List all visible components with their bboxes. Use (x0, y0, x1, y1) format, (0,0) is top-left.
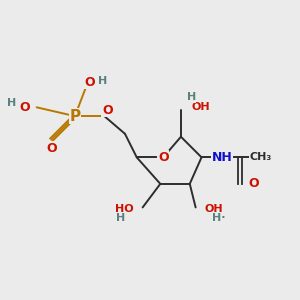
Text: O: O (249, 177, 259, 190)
Text: HO: HO (115, 204, 134, 214)
Text: CH₃: CH₃ (249, 152, 272, 162)
Text: O: O (46, 142, 57, 155)
Text: OH: OH (191, 102, 210, 112)
Text: H: H (187, 92, 196, 102)
Text: OH: OH (205, 204, 223, 214)
Text: NH: NH (212, 151, 232, 164)
Text: H·: H· (212, 213, 225, 223)
Text: H: H (116, 213, 125, 223)
Text: P: P (69, 109, 80, 124)
Text: H: H (98, 76, 107, 86)
Text: H: H (7, 98, 16, 108)
Text: O: O (20, 101, 30, 114)
Text: O: O (84, 76, 95, 89)
Text: O: O (158, 151, 169, 164)
Text: O: O (102, 104, 112, 117)
